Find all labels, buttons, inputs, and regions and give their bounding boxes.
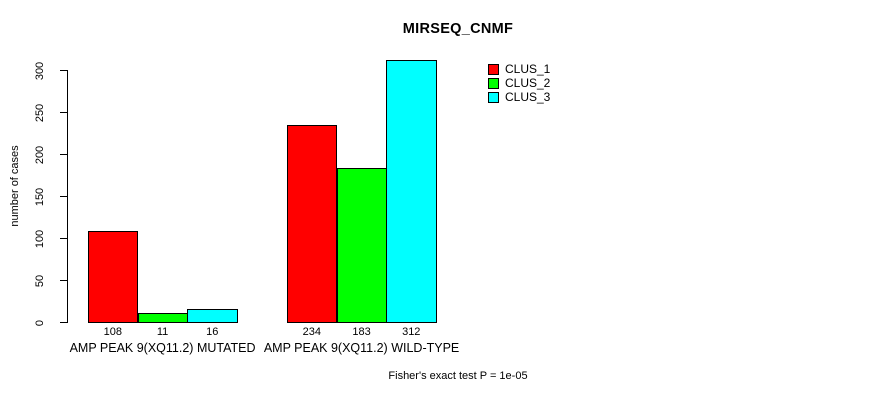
y-tick <box>60 238 67 239</box>
legend-label: CLUS_1 <box>505 62 551 76</box>
legend-swatch-icon <box>488 91 499 103</box>
y-tick <box>60 70 67 71</box>
y-tick <box>60 154 67 155</box>
category-label: AMP PEAK 9(XQ11.2) MUTATED <box>69 341 256 355</box>
legend-item-clus_3: CLUS_3 <box>488 90 550 104</box>
y-axis-label: number of cases <box>9 145 21 227</box>
bar-clus_3-group2 <box>386 59 437 323</box>
y-tick-label: 250 <box>34 103 46 122</box>
legend-label: CLUS_3 <box>505 90 551 104</box>
y-tick <box>60 112 67 113</box>
legend-swatch-icon <box>488 77 499 89</box>
legend-label: CLUS_2 <box>505 76 551 90</box>
fishers-test-annotation: Fisher's exact test P = 1e-05 <box>388 370 528 382</box>
y-tick-label: 100 <box>34 229 46 248</box>
y-tick-label: 0 <box>34 319 46 326</box>
y-tick <box>60 196 67 197</box>
legend: CLUS_1 CLUS_2 CLUS_3 <box>488 62 550 104</box>
bar-value-label: 234 <box>302 326 322 338</box>
legend-item-clus_1: CLUS_1 <box>488 62 550 76</box>
y-tick-label: 50 <box>34 274 46 287</box>
bar-clus_2-group2 <box>336 168 387 323</box>
bar-clus_3-group1 <box>187 308 238 323</box>
y-tick-label: 150 <box>34 187 46 206</box>
legend-swatch-icon <box>488 63 499 75</box>
y-tick-label: 200 <box>34 145 46 164</box>
y-tick-label: 300 <box>34 61 46 80</box>
bar-clus_1-group2 <box>287 125 338 323</box>
category-label: AMP PEAK 9(XQ11.2) WILD-TYPE <box>263 341 460 355</box>
bar-value-label: 16 <box>206 326 219 338</box>
bar-value-label: 312 <box>402 326 421 338</box>
bar-clus_1-group1 <box>88 231 139 323</box>
y-axis-line <box>67 70 68 323</box>
bar-value-label: 11 <box>156 326 169 338</box>
bar-value-label: 108 <box>103 326 123 338</box>
y-tick <box>60 322 67 323</box>
bar-value-label: 183 <box>352 326 371 338</box>
chart-title: MIRSEQ_CNMF <box>402 21 514 37</box>
legend-item-clus_2: CLUS_2 <box>488 76 550 90</box>
y-tick <box>60 280 67 281</box>
bar-clus_2-group1 <box>137 312 188 323</box>
